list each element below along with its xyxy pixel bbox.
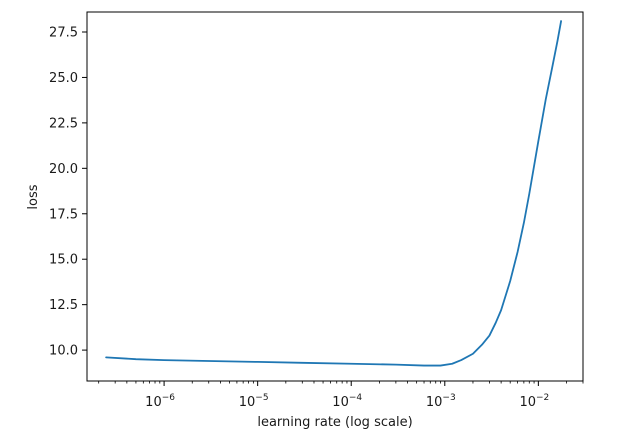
y-tick-label: 20.0 [49,162,78,177]
x-tick-label: 10−2 [519,393,549,410]
series-layer [105,20,562,367]
y-axis-label: loss [26,184,41,209]
x-axis: 10−6 10−5 10−4 10−3 10−2 [98,381,584,410]
x-tick-label: 10−6 [145,393,175,410]
y-axis: 10.0 12.5 15.0 17.5 20.0 22.5 25.0 27.5 [49,25,87,359]
y-tick-label: 25.0 [49,71,78,86]
y-tick-label: 10.0 [49,344,78,359]
y-tick-label: 27.5 [49,25,78,40]
x-axis-label: learning rate (log scale) [257,415,412,430]
x-tick-label: 10−4 [332,393,362,410]
y-tick-label: 22.5 [49,116,78,131]
x-tick-label: 10−5 [239,393,269,410]
y-tick-label: 15.0 [49,253,78,268]
y-tick-label: 12.5 [49,298,78,313]
x-tick-label: 10−3 [426,393,456,410]
y-tick-label: 17.5 [49,207,78,222]
plot-area [86,11,584,382]
series-line [105,20,562,367]
